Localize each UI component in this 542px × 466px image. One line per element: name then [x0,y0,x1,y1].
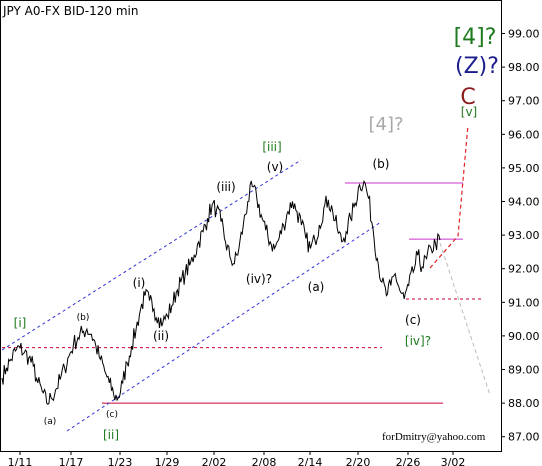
y-tick-label: 90.00 [508,330,540,343]
wave-label: (a) [44,417,57,427]
projection-down-line [439,242,491,396]
wave-label: (Z)? [455,54,499,79]
x-tick-label: 2/02 [202,456,227,466]
y-tick-label: 95.00 [508,162,540,175]
plot-frame [0,0,502,452]
x-tick-label: 1/23 [108,456,133,466]
x-tick-label: 1/17 [59,456,84,466]
projection-lines [429,124,491,396]
chart-title: JPY A0-FX BID-120 min [2,4,138,18]
projection-up-path [429,124,469,269]
y-tick-label: 87.00 [508,431,540,444]
y-tick-label: 99.00 [508,28,540,41]
y-tick-label: 91.00 [508,296,540,309]
channel-upper-line [1,159,302,351]
x-tick-label: 2/20 [346,456,371,466]
wave-labels: [4]? (Z)? C[v] [4]? [iii] (v) (iii) (b) (i) (iv)?… [14,25,499,442]
wave-label: (iv)? [246,272,272,286]
x-tick-label: 2/14 [298,456,323,466]
price-series [1,180,441,405]
x-tick-label: 1/11 [8,456,33,466]
wave-label: [4]? [454,25,497,50]
wave-label: (b) [77,313,90,323]
y-tick-label: 92.00 [508,263,540,276]
price-line [1,180,441,405]
wave-label: [v] [461,105,477,119]
y-tick-label: 89.00 [508,364,540,377]
y-axis: 99.00 98.00 97.00 96.00 95.00 94.00 93.00 92.00… [501,28,540,444]
wave-label: (a) [308,280,325,294]
y-tick-label: 98.00 [508,61,540,74]
y-tick-label: 97.00 [508,95,540,108]
x-tick-label: 1/29 [155,456,180,466]
x-tick-label: 2/08 [252,456,277,466]
wave-label: (i) [133,276,146,290]
wave-label: (ii) [153,329,169,343]
wave-label: C [460,85,475,110]
watermark: forDmitry@yahoo.com [382,431,486,443]
wave-label: [iv]? [405,334,431,348]
wave-label: [ii] [103,428,119,442]
x-tick-label: 2/26 [396,456,421,466]
y-tick-label: 93.00 [508,229,540,242]
x-axis: 1/11 1/17 1/23 1/29 2/02 2/08 2/14 2/20 2/26 3/02 [8,451,466,466]
y-tick-label: 96.00 [508,128,540,141]
wave-label: [iii] [262,140,281,154]
wave-label: [i] [14,316,27,330]
wave-label: (c) [106,410,118,420]
wave-label: (v) [267,160,283,174]
wave-label: (b) [373,157,390,171]
y-tick-label: 94.00 [508,196,540,209]
y-tick-label: 88.00 [508,397,540,410]
x-tick-label: 3/02 [441,456,466,466]
wave-label: (iii) [216,180,235,194]
wave-label: (c) [405,313,421,327]
wave-label: [4]? [368,114,403,135]
